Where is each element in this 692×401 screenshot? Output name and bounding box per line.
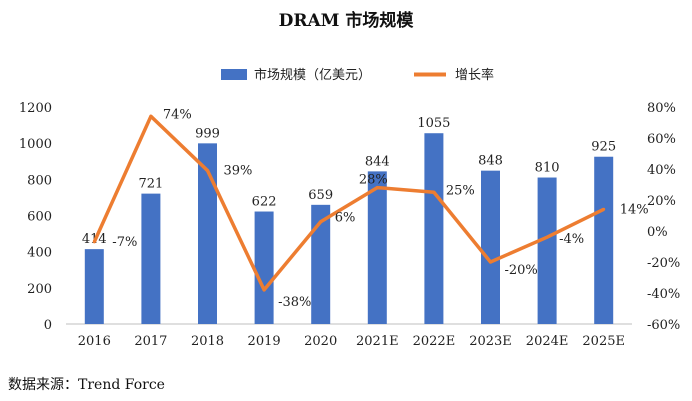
left-axis-tick-label: 200 bbox=[27, 282, 52, 297]
bar-2019 bbox=[254, 211, 274, 324]
right-axis-tick-label: 0% bbox=[647, 225, 668, 240]
growth-point-2018 bbox=[206, 169, 209, 173]
left-axis-tick-label: 400 bbox=[27, 246, 52, 261]
x-axis-tick-label: 2022E bbox=[413, 334, 456, 349]
source-note: 数据来源：Trend Force bbox=[8, 377, 165, 393]
growth-value-label: 39% bbox=[224, 164, 253, 179]
growth-value-label: 74% bbox=[163, 107, 192, 122]
right-axis-tick-label: -60% bbox=[647, 318, 680, 333]
bar-2016 bbox=[84, 249, 104, 324]
bar-2022E bbox=[424, 133, 444, 324]
x-axis-tick-label: 2020 bbox=[304, 334, 337, 349]
growth-value-label: -4% bbox=[559, 232, 584, 247]
bar-2025E bbox=[594, 156, 614, 324]
right-axis-tick-label: -40% bbox=[647, 287, 680, 302]
x-axis-tick-label: 2017 bbox=[134, 334, 167, 349]
growth-line-series: -7% 74% 39% -38% 6% 28% 25% -20% -4% 14% bbox=[92, 107, 649, 310]
bar-value-label: 1055 bbox=[417, 116, 450, 131]
growth-point-2025E bbox=[602, 207, 606, 211]
growth-point-2024E bbox=[545, 235, 549, 239]
growth-value-label: 25% bbox=[446, 183, 475, 198]
x-axis-tick-label: 2019 bbox=[248, 334, 281, 349]
x-axis-tick-label: 2023E bbox=[469, 334, 512, 349]
right-axis-tick-label: 20% bbox=[647, 194, 676, 209]
growth-value-label: -38% bbox=[278, 295, 311, 310]
growth-point-2017 bbox=[149, 114, 153, 118]
growth-value-label: 14% bbox=[620, 202, 649, 217]
left-axis-tick-label: 800 bbox=[27, 173, 52, 188]
legend: 市场规模（亿美元） 增长率 bbox=[221, 67, 494, 83]
right-axis-tick-label: 60% bbox=[647, 132, 676, 147]
x-axis-tick-label: 2018 bbox=[191, 334, 224, 349]
growth-point-2020 bbox=[319, 220, 323, 224]
x-axis-labels: 2016 2017 2018 2019 2020 2021E 2022E 2023E 2024E… bbox=[78, 334, 625, 349]
bar-2021E bbox=[367, 171, 387, 324]
right-axis-tick-label: 40% bbox=[647, 163, 676, 178]
x-axis-tick-label: 2016 bbox=[78, 334, 111, 349]
bar-value-label: 925 bbox=[591, 140, 616, 155]
left-axis-tick-label: 0 bbox=[44, 318, 52, 333]
bar-2020 bbox=[311, 204, 331, 324]
growth-point-2022E bbox=[432, 190, 436, 194]
left-y-axis: 0 200 400 600 800 1000 1200 bbox=[19, 101, 52, 333]
bar-value-label: 659 bbox=[308, 188, 333, 203]
left-axis-tick-label: 1200 bbox=[19, 101, 52, 116]
growth-point-2023E bbox=[489, 260, 492, 264]
growth-point-2021E bbox=[375, 186, 379, 190]
x-axis-tick-label: 2024E bbox=[526, 334, 569, 349]
growth-value-label: -7% bbox=[112, 235, 137, 250]
x-axis-tick-label: 2021E bbox=[356, 334, 399, 349]
right-axis-tick-label: -20% bbox=[647, 256, 680, 271]
growth-rate-line bbox=[92, 114, 605, 292]
bar-value-label: 999 bbox=[195, 126, 220, 141]
x-axis-tick-label: 2025E bbox=[582, 334, 625, 349]
growth-value-label: 28% bbox=[359, 173, 388, 188]
bar-value-label: 721 bbox=[138, 177, 163, 192]
growth-value-label: -20% bbox=[505, 263, 538, 278]
growth-point-2019 bbox=[262, 288, 266, 292]
legend-line-label: 增长率 bbox=[455, 67, 494, 83]
bar-value-label: 622 bbox=[252, 195, 277, 210]
legend-bar-label: 市场规模（亿美元） bbox=[254, 67, 371, 83]
bar-value-label: 844 bbox=[365, 154, 390, 169]
bar-2024E bbox=[537, 177, 557, 324]
bar-2017 bbox=[141, 193, 161, 324]
bar-2018 bbox=[198, 143, 217, 324]
growth-value-label: 6% bbox=[335, 211, 356, 226]
left-axis-tick-label: 1000 bbox=[19, 137, 52, 152]
growth-point-2016 bbox=[92, 240, 96, 244]
chart-title: DRAM 市场规模 bbox=[279, 10, 415, 31]
right-y-axis: -60% -40% -20% 0% 20% 40% 60% 80% bbox=[647, 101, 680, 333]
right-axis-tick-label: 80% bbox=[647, 101, 676, 116]
bar-value-label: 848 bbox=[478, 154, 503, 169]
legend-bar-swatch bbox=[221, 69, 247, 80]
bar-value-label: 810 bbox=[535, 161, 560, 176]
bar-2023E bbox=[481, 170, 500, 324]
left-axis-tick-label: 600 bbox=[27, 210, 52, 225]
